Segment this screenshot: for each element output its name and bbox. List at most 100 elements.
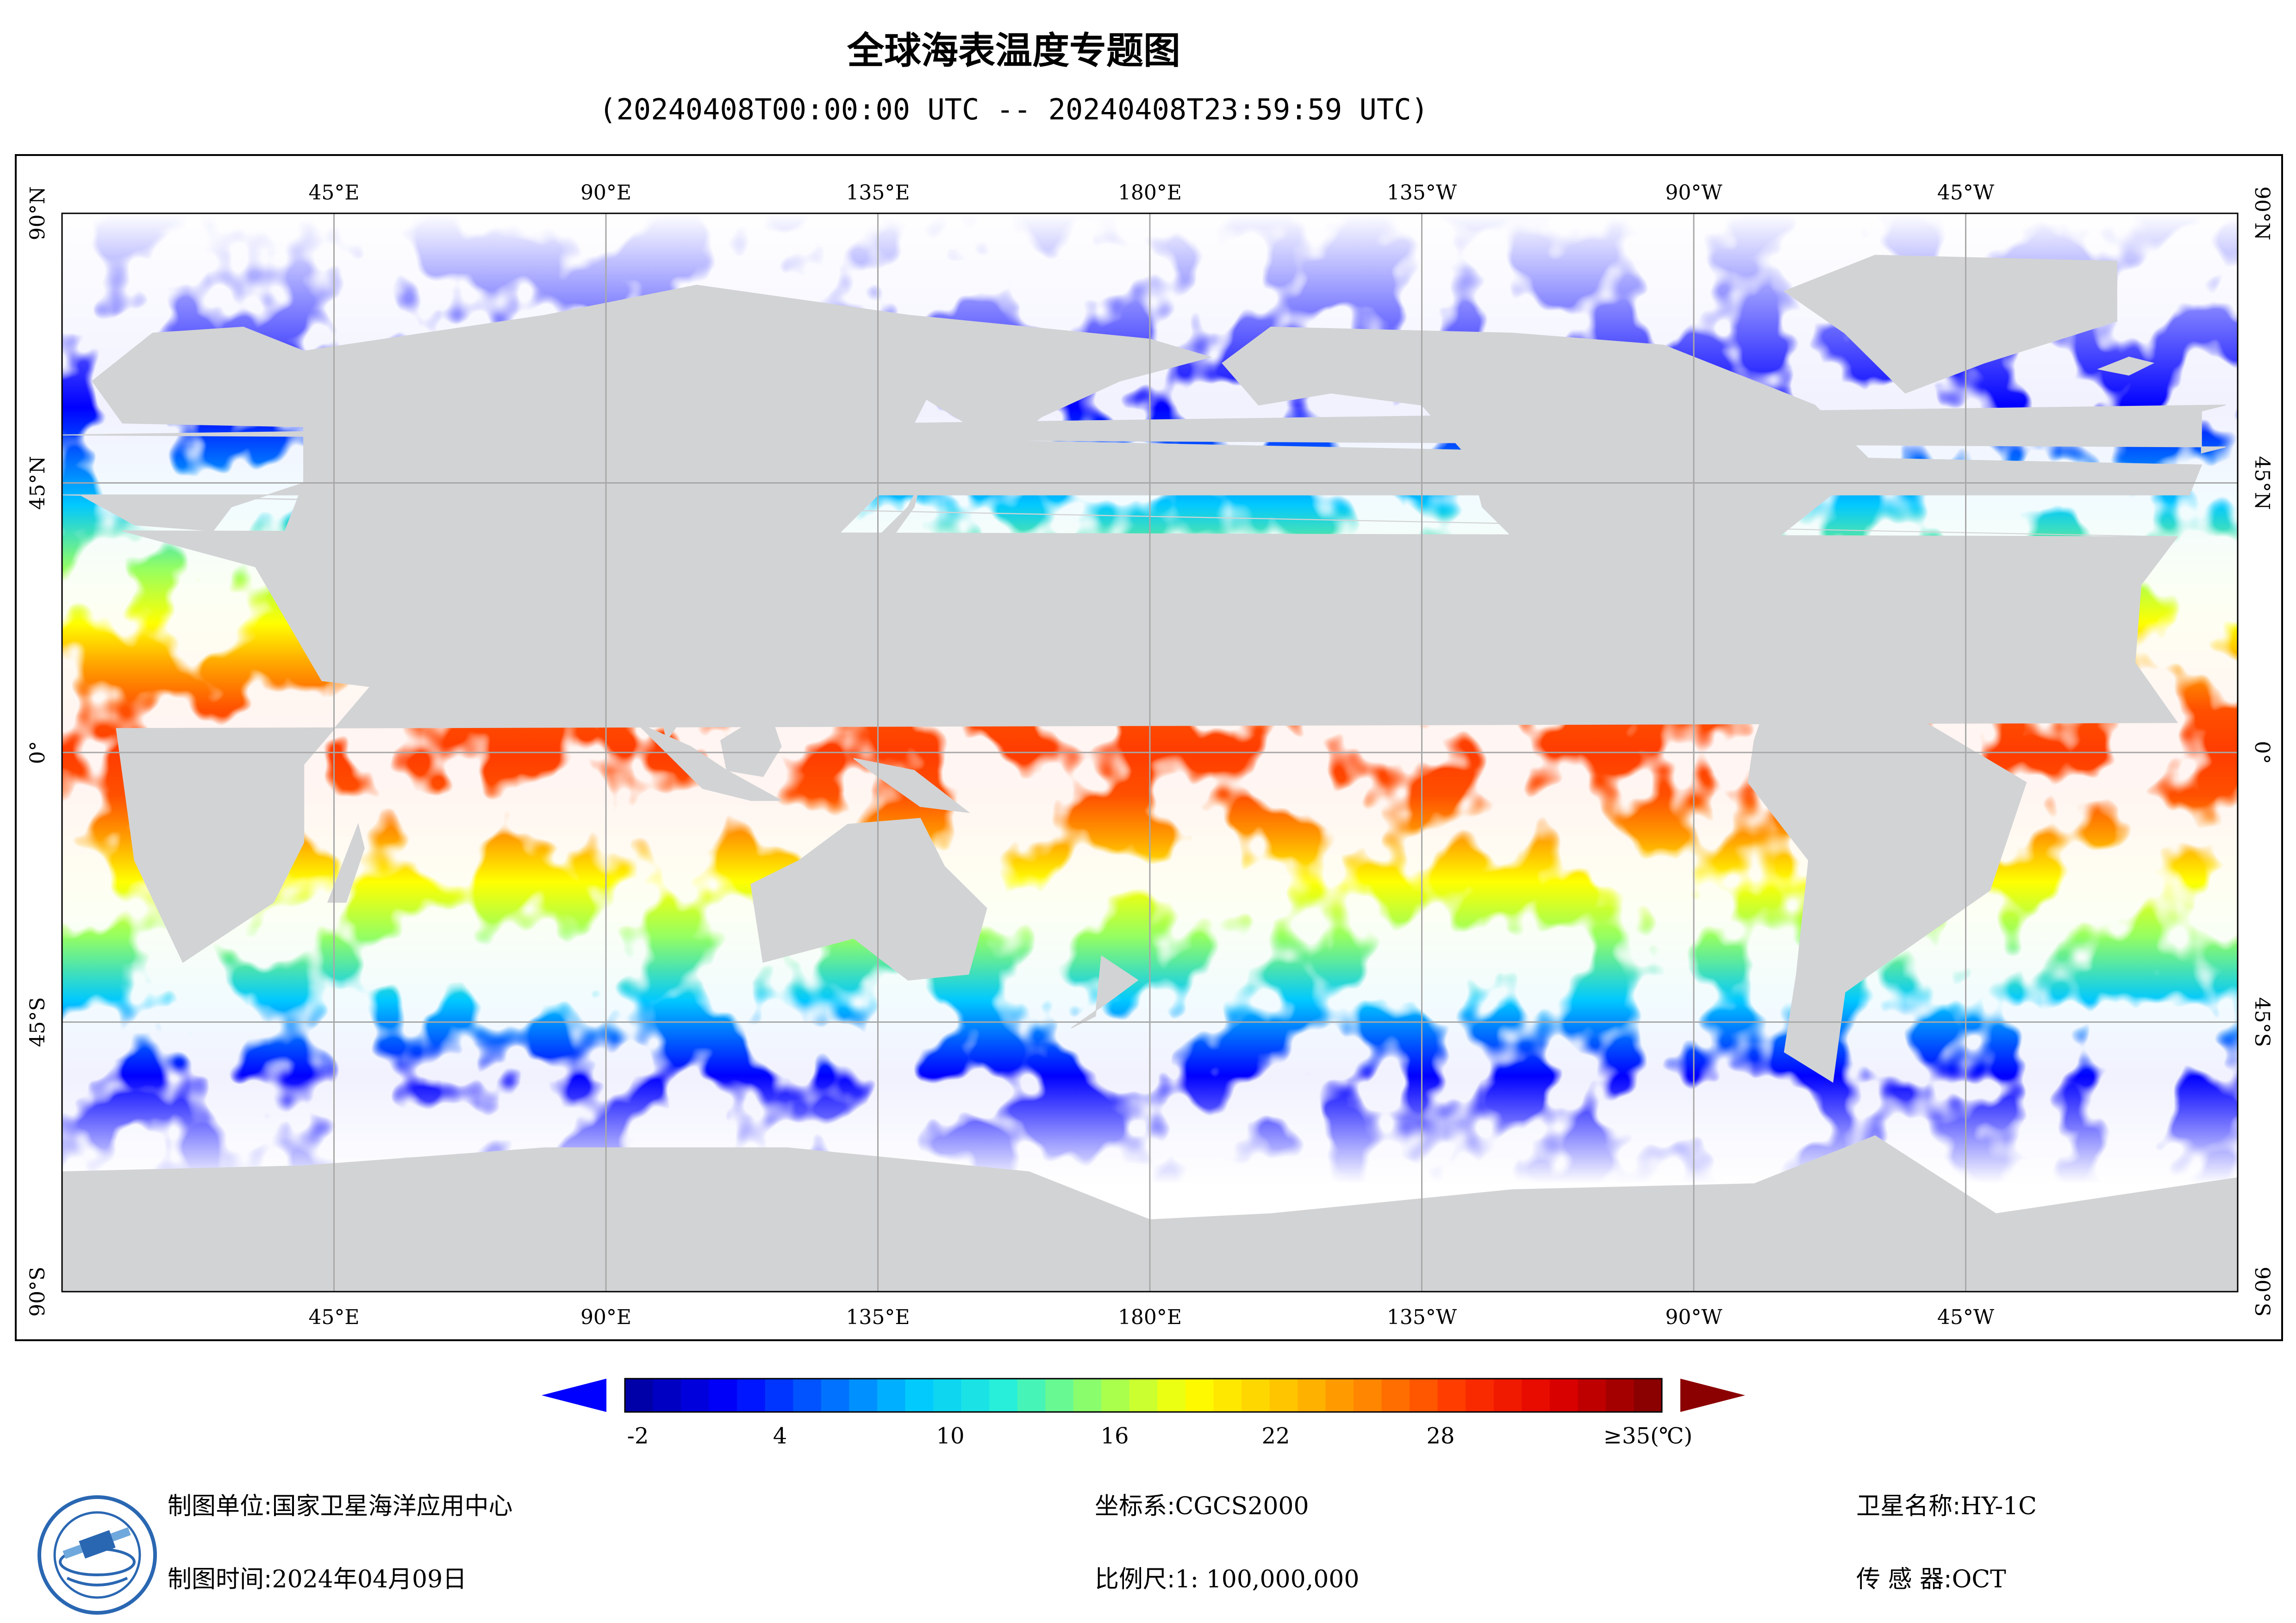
legend-tick: 16	[1100, 1423, 1129, 1449]
legend-swatch	[1297, 1379, 1326, 1412]
land-new-guinea	[853, 758, 970, 813]
legend-swatch	[1269, 1379, 1298, 1412]
sensor-label: 传 感 器:	[1856, 1566, 1952, 1593]
lon-label-top: 135°E	[846, 181, 910, 205]
lat-label-right: 0°	[2250, 741, 2274, 764]
legend-swatch	[1073, 1379, 1102, 1412]
legend-swatch	[1381, 1379, 1410, 1412]
land-madagascar	[327, 823, 365, 903]
legend-swatch	[1325, 1379, 1354, 1412]
producer-label: 制图单位:	[168, 1492, 272, 1520]
map-frame: 45°E 90°E 135°E 180°E 135°W 90°W 45°W 45°E 90°E 1…	[15, 154, 2283, 1341]
legend-tick: 10	[936, 1423, 965, 1449]
legend-swatch	[1241, 1379, 1270, 1412]
lon-label-bottom: 90°W	[1665, 1306, 1722, 1329]
lon-label-top: 90°E	[580, 181, 631, 205]
lon-label-bottom: 90°E	[580, 1306, 631, 1329]
legend-over-arrow	[1680, 1379, 1745, 1412]
nsoas-logo-icon	[37, 1495, 157, 1615]
legend-swatch	[1493, 1379, 1522, 1412]
production-date-value: 2024年04月09日	[272, 1566, 467, 1593]
land-asia	[273, 285, 1212, 742]
producer: 制图单位:国家卫星海洋应用中心	[168, 1486, 513, 1521]
lon-label-top: 45°E	[308, 181, 359, 205]
land-indonesia	[636, 722, 782, 801]
production-date-label: 制图时间:	[168, 1566, 272, 1593]
lon-label-top: 45°W	[1937, 181, 1995, 205]
lon-label-bottom: 45°W	[1937, 1306, 1995, 1329]
land-borneo	[720, 709, 782, 777]
lon-label-top: 180°E	[1118, 181, 1182, 205]
legend-swatch	[765, 1379, 794, 1412]
sst-map[interactable]: 45°E 90°E 135°E 180°E 135°W 90°W 45°W 45°E 90°E 1…	[17, 156, 2281, 1339]
lon-label-top: 90°W	[1665, 181, 1722, 205]
legend-swatch	[625, 1379, 654, 1412]
lat-label-left: 45°S	[26, 997, 50, 1047]
legend-swatch	[1045, 1379, 1074, 1412]
lat-label-right: 90°N	[2250, 187, 2274, 241]
legend-swatch	[793, 1379, 822, 1412]
legend-tick: 22	[1261, 1423, 1290, 1449]
legend-swatch	[877, 1379, 906, 1412]
map-scale-value: 1: 100,000,000	[1175, 1566, 1360, 1593]
time-range: (20240408T00:00:00 UTC -- 20240408T23:59…	[599, 93, 1429, 126]
legend-colorbar	[542, 1378, 1745, 1413]
land-arabia	[273, 548, 407, 682]
producer-value: 国家卫星海洋应用中心	[272, 1492, 513, 1520]
legend-swatch	[905, 1379, 934, 1412]
legend-swatch	[681, 1379, 710, 1412]
legend-ticks: -2 4 10 16 22 28 ≥35(℃)	[0, 1423, 2296, 1455]
sensor: 传 感 器:OCT	[1856, 1560, 2006, 1594]
lat-label-left: 45°N	[26, 456, 50, 510]
legend-swatch	[1017, 1379, 1046, 1412]
coordinate-system-label: 坐标系:	[1095, 1492, 1175, 1520]
legend-swatch	[1549, 1379, 1578, 1412]
legend-swatch	[1466, 1379, 1494, 1412]
legend-swatch	[709, 1379, 738, 1412]
map-scale: 比例尺:1: 100,000,000	[1095, 1560, 1359, 1594]
land-iceland	[2097, 356, 2155, 376]
legend-under-arrow	[542, 1379, 606, 1412]
coordinate-system-value: CGCS2000	[1175, 1492, 1309, 1520]
legend-swatch	[1578, 1379, 1606, 1412]
lat-label-right: 45°S	[2250, 997, 2274, 1047]
legend-swatch	[1437, 1379, 1466, 1412]
lat-label-left: 0°	[26, 741, 50, 764]
legend-swatch	[653, 1379, 682, 1412]
lat-label-left: 90°N	[26, 187, 50, 241]
legend-swatch	[1410, 1379, 1438, 1412]
lon-label-top: 135°W	[1387, 181, 1457, 205]
plot-border	[61, 212, 2239, 1293]
legend-swatch	[849, 1379, 878, 1412]
legend-swatch	[821, 1379, 850, 1412]
legend-swatch	[1101, 1379, 1130, 1412]
legend-swatch	[1185, 1379, 1214, 1412]
legend-swatch	[1522, 1379, 1550, 1412]
legend-swatch	[1157, 1379, 1186, 1412]
legend-swatch	[737, 1379, 766, 1412]
legend-tick: 4	[773, 1423, 787, 1449]
legend-swatch	[1213, 1379, 1242, 1412]
land-australia	[750, 818, 987, 981]
land-new-zealand	[1071, 955, 1139, 1029]
coordinate-system: 坐标系:CGCS2000	[1095, 1486, 1309, 1521]
lat-label-right: 45°N	[2250, 456, 2274, 510]
legend-swatch	[961, 1379, 990, 1412]
lat-label-right: 90°S	[2250, 1267, 2274, 1317]
legend-tick: -2	[627, 1423, 649, 1449]
legend-swatch	[1634, 1379, 1662, 1412]
land-greenland	[1783, 255, 2117, 394]
legend-tick: ≥35(℃)	[1603, 1423, 1693, 1449]
lon-label-bottom: 180°E	[1118, 1306, 1182, 1329]
legend-bar	[624, 1378, 1663, 1413]
lon-label-bottom: 135°W	[1387, 1306, 1457, 1329]
legend-swatch	[1129, 1379, 1158, 1412]
lon-label-bottom: 45°E	[308, 1306, 359, 1329]
lat-label-left: 90°S	[26, 1267, 50, 1317]
legend-swatch	[989, 1379, 1018, 1412]
map-title: 全球海表温度专题图	[847, 29, 1180, 72]
satellite-name: 卫星名称:HY-1C	[1856, 1486, 2037, 1521]
satellite-name-label: 卫星名称:	[1856, 1492, 1961, 1520]
lon-label-bottom: 135°E	[846, 1306, 910, 1329]
legend-swatch	[1605, 1379, 1635, 1412]
